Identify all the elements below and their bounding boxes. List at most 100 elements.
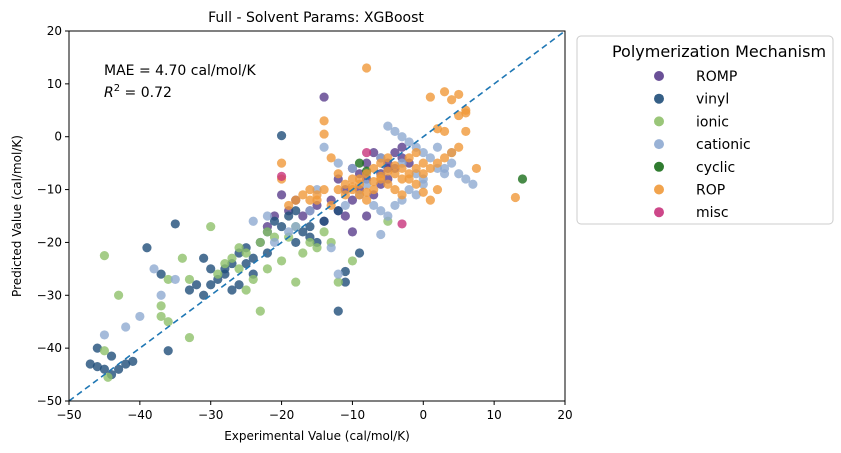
point-ionic [255,237,265,248]
point-ROP [454,110,464,121]
legend-label-cyclic: cyclic [696,160,735,176]
point-cationic [333,158,343,168]
point-misc [362,147,372,158]
point-ROP [397,190,407,200]
legend-marker-cyclic [654,161,664,172]
y-tick-label: −10 [37,183,62,197]
point-ROP [454,142,464,152]
point-vinyl [340,277,350,287]
point-ROP [369,177,379,187]
point-vinyl [121,359,131,369]
point-cationic [362,179,372,189]
point-ROP [418,187,428,197]
point-ROP [291,195,301,205]
point-ROP [390,161,400,171]
point-ROP [461,108,471,118]
legend-box [576,35,834,225]
point-ROP [347,182,358,192]
x-tick-label: 0 [419,408,427,422]
point-cationic [149,264,159,274]
point-vinyl [227,285,237,295]
point-ionic [234,264,244,274]
y-tick-label: −40 [37,341,62,355]
point-ROP [439,126,450,137]
point-cationic [262,211,272,221]
point-cationic [99,330,110,340]
point-cationic [305,206,315,216]
point-ROP [326,153,336,163]
point-vinyl [99,364,110,374]
point-vinyl [298,227,308,237]
point-vinyl [333,306,343,316]
x-axis-ticks: −50 −40 −30 −20 −10 0 10 20 [56,401,573,422]
legend-label-cationic: cationic [696,137,751,153]
r2-suffix: = 0.72 [120,85,172,101]
x-tick-label: −30 [198,408,223,422]
point-vinyl [199,290,209,300]
point-vinyl [284,211,294,221]
point-vinyl [248,253,258,263]
point-vinyl [206,264,216,274]
point-ROP [397,174,407,184]
point-cationic [156,290,166,300]
point-ROP [340,179,350,189]
legend-marker-vinyl [654,93,664,104]
mae-annotation: MAE = 4.70 cal/mol/K [104,63,256,79]
point-cationic [369,200,379,211]
point-cationic [333,269,343,279]
point-cationic [390,126,400,137]
x-tick-label: −40 [127,408,152,422]
legend-label-ROMP: ROMP [696,69,737,85]
point-vinyl [163,346,173,356]
point-ROP [390,184,400,195]
point-ROP [397,163,407,174]
point-ROP [276,158,287,168]
point-cationic [383,121,393,131]
point-ROP [369,184,379,195]
x-tick-label: 10 [487,408,502,422]
legend: Polymerization Mechanism ROMP vinyl ionic c… [576,35,834,225]
point-ROP [404,153,414,163]
point-cationic [461,174,471,184]
point-ionic [262,227,272,237]
point-ROMP [362,211,372,221]
point-vinyl [276,131,287,141]
point-vinyl [142,243,152,253]
r2-annotation: R2 = 0.72 [104,83,172,101]
point-ionic [276,256,287,266]
point-ROP [425,163,435,174]
point-cationic [347,163,358,174]
y-tick-label: 20 [47,24,62,38]
r2-superscript: 2 [114,83,120,94]
legend-label-misc: misc [696,205,729,221]
point-cationic [326,243,336,253]
point-cationic [397,132,407,142]
point-ionic [114,290,124,300]
point-cyclic [354,158,365,168]
point-cationic [390,200,400,211]
legend-title: Polymerization Mechanism [612,42,826,61]
point-ROMP [347,227,358,237]
point-ionic [255,306,265,316]
chart-title: Full - Solvent Params: XGBoost [208,10,424,26]
point-cationic [418,179,428,189]
point-cationic [404,137,414,147]
point-ROMP [397,142,407,152]
point-ROP [447,95,457,105]
point-ionic [298,248,308,258]
legend-items: ROMP vinyl ionic cationic cyclic ROP misc [654,69,751,221]
point-ROP [369,163,379,174]
y-tick-label: −50 [37,394,62,408]
point-vinyl [291,237,301,248]
point-ROMP [298,211,308,221]
point-ionic [156,301,166,311]
point-vinyl [276,221,287,232]
point-ROP [298,190,308,200]
y-tick-label: 0 [54,130,62,144]
point-ionic [184,274,195,285]
point-ionic [177,253,187,263]
point-cationic [425,153,435,163]
point-ROP [471,163,482,174]
point-ROMP [362,158,372,168]
